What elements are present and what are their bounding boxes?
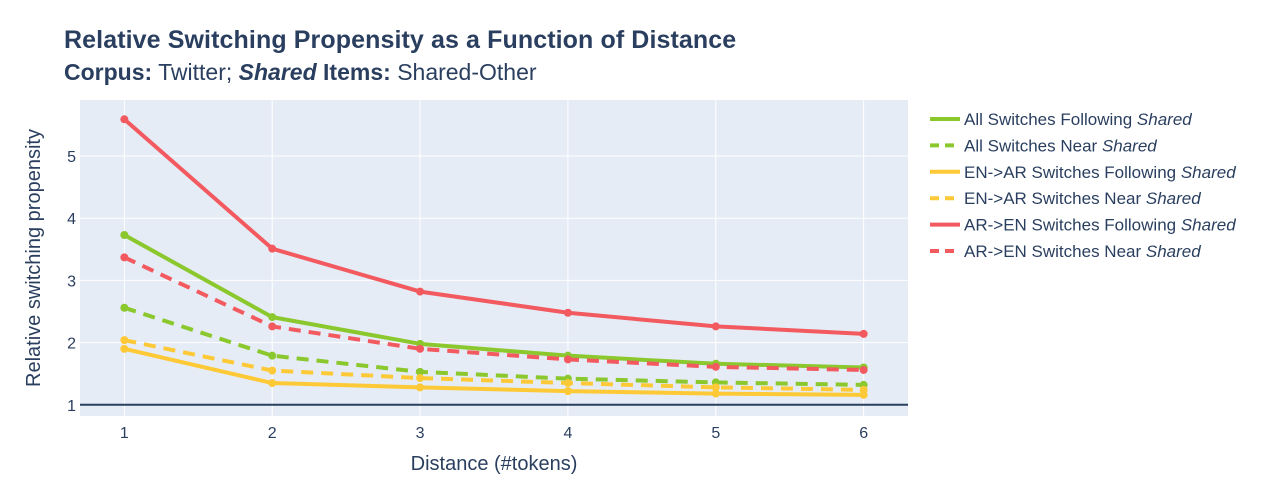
data-point (711, 383, 720, 392)
y-tick-label: 5 (67, 149, 76, 166)
legend-item[interactable]: AR->EN Switches Near Shared (930, 242, 1201, 261)
data-point (859, 329, 868, 338)
data-point (563, 355, 572, 364)
legend-label: EN->AR Switches Following Shared (964, 163, 1236, 182)
legend-item[interactable]: AR->EN Switches Following Shared (930, 216, 1236, 235)
data-point (416, 374, 425, 383)
legend-item[interactable]: All Switches Following Shared (930, 110, 1192, 129)
corpus-label: Corpus: (64, 59, 153, 85)
legend-item[interactable]: EN->AR Switches Following Shared (930, 163, 1236, 182)
legend-label: All Switches Following Shared (964, 110, 1192, 129)
legend-label: AR->EN Switches Near Shared (964, 242, 1201, 261)
corpus-value: Twitter; (158, 59, 233, 85)
x-tick-label: 5 (711, 425, 720, 442)
x-tick-label: 4 (563, 425, 572, 442)
y-tick-label: 1 (67, 398, 76, 415)
data-point (268, 313, 277, 322)
series-line (123, 233, 864, 370)
items-value: Shared-Other (397, 59, 537, 85)
data-point (120, 303, 129, 312)
x-tick-label: 2 (268, 425, 277, 442)
data-point (120, 344, 129, 353)
x-tick-label: 1 (120, 425, 129, 442)
series-line (123, 346, 864, 397)
data-point (711, 362, 720, 371)
data-point (859, 385, 868, 394)
data-point (120, 253, 129, 262)
y-tick-label: 4 (67, 211, 76, 228)
data-point (711, 322, 720, 331)
data-point (268, 366, 277, 375)
data-point (416, 344, 425, 353)
data-point (416, 367, 425, 376)
series-line (123, 338, 864, 392)
x-axis-ticks: 1 2 3 4 5 6 (120, 425, 868, 442)
legend-label: All Switches Near Shared (964, 136, 1157, 155)
data-point (268, 244, 277, 253)
data-point (268, 322, 277, 331)
legend-label: EN->AR Switches Near Shared (964, 189, 1201, 208)
y-axis-title: Relative switching propensity (23, 129, 45, 387)
data-point (416, 287, 425, 296)
data-point (120, 230, 129, 239)
data-point (416, 383, 425, 392)
legend-item[interactable]: EN->AR Switches Near Shared (930, 189, 1201, 208)
data-point (268, 379, 277, 388)
data-point (711, 389, 720, 398)
data-point (563, 387, 572, 396)
x-axis-title: Distance (#tokens) (411, 453, 578, 475)
series-line (123, 255, 864, 372)
series-line (123, 305, 864, 387)
y-tick-label: 3 (67, 273, 76, 290)
chart-title-block: Relative Switching Propensity as a Funct… (64, 26, 736, 86)
legend-label: AR->EN Switches Following Shared (964, 216, 1236, 235)
data-point (120, 115, 129, 124)
chart-subtitle: Corpus: Twitter; Shared Items: Shared-Ot… (64, 59, 736, 86)
legend-item[interactable]: All Switches Near Shared (930, 136, 1157, 155)
data-point (120, 336, 129, 345)
data-point (859, 365, 868, 374)
data-point (563, 308, 572, 317)
x-tick-label: 3 (416, 425, 425, 442)
legend[interactable]: All Switches Following Shared All Switche… (930, 110, 1236, 261)
series-line (123, 117, 864, 336)
items-label: Items: (323, 59, 391, 85)
series-group (120, 115, 868, 399)
chart-title: Relative Switching Propensity as a Funct… (64, 26, 737, 54)
x-tick-label: 6 (859, 425, 868, 442)
y-axis-ticks: 1 2 3 4 5 (67, 149, 76, 415)
y-tick-label: 2 (67, 336, 76, 353)
data-point (563, 379, 572, 388)
data-point (268, 351, 277, 360)
shared-label: Shared (238, 59, 317, 85)
